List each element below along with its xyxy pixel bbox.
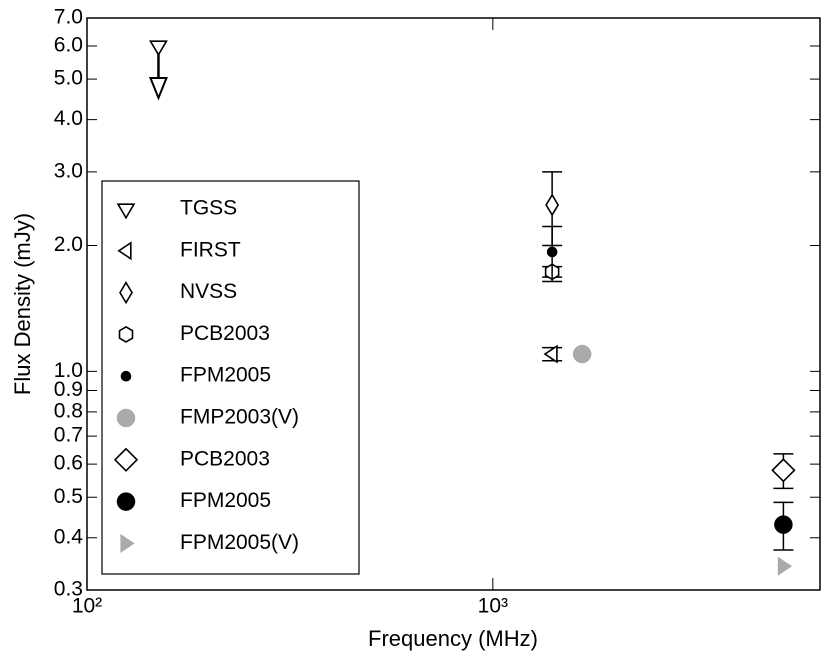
legend-marker	[118, 325, 134, 343]
y-tick-label: 0.8	[54, 399, 83, 422]
marker	[545, 193, 560, 217]
x-tick-label: 10³	[478, 595, 508, 618]
y-tick-label: 0.7	[54, 424, 83, 447]
y-tick-label: 7.0	[54, 6, 83, 29]
plot-frame	[86, 17, 821, 591]
y-tick-label: 4.0	[54, 107, 83, 130]
y-tick-label: 0.9	[54, 378, 83, 401]
legend-label: NVSS	[180, 280, 237, 303]
y-axis-label: Flux Density (mJy)	[10, 213, 35, 395]
legend-marker	[116, 492, 136, 511]
legend-marker	[120, 370, 132, 382]
marker	[572, 344, 592, 364]
marker	[774, 515, 793, 534]
y-tick-label: 0.5	[54, 485, 83, 508]
y-tick-label: 5.0	[54, 67, 83, 90]
y-tick-label: 2.0	[54, 233, 83, 256]
marker	[546, 246, 558, 258]
y-tick-label: 0.3	[54, 578, 83, 601]
legend-marker	[117, 241, 132, 261]
x-axis-label: Frequency (MHz)	[368, 626, 538, 651]
legend-marker	[113, 447, 139, 472]
y-tick-label: 1.0	[54, 359, 83, 382]
legend-label: FMP2003(V)	[180, 406, 299, 429]
marker	[543, 344, 558, 364]
legend-label: PCB2003	[180, 447, 270, 470]
legend-label: FPM2005	[180, 364, 271, 387]
marker	[777, 556, 793, 576]
legend-label: TGSS	[180, 197, 237, 220]
y-tick-label: 6.0	[54, 34, 83, 57]
legend-marker	[120, 533, 135, 553]
upper-limit-arrowhead	[148, 76, 168, 101]
legend-label: FPM2005(V)	[180, 531, 299, 554]
y-tick-label: 3.0	[54, 159, 83, 182]
marker	[149, 40, 168, 57]
legend-label: FIRST	[180, 238, 241, 261]
legend-label: FPM2005	[180, 489, 271, 512]
marker	[771, 458, 796, 483]
y-tick-label: 0.6	[54, 452, 83, 475]
legend-box	[101, 180, 360, 575]
legend-label: PCB2003	[180, 322, 270, 345]
legend-marker	[119, 281, 133, 305]
legend-marker	[116, 408, 136, 428]
y-tick-label: 0.4	[54, 525, 84, 548]
x-tick-label: 10²	[72, 595, 102, 618]
legend-marker	[116, 203, 136, 220]
